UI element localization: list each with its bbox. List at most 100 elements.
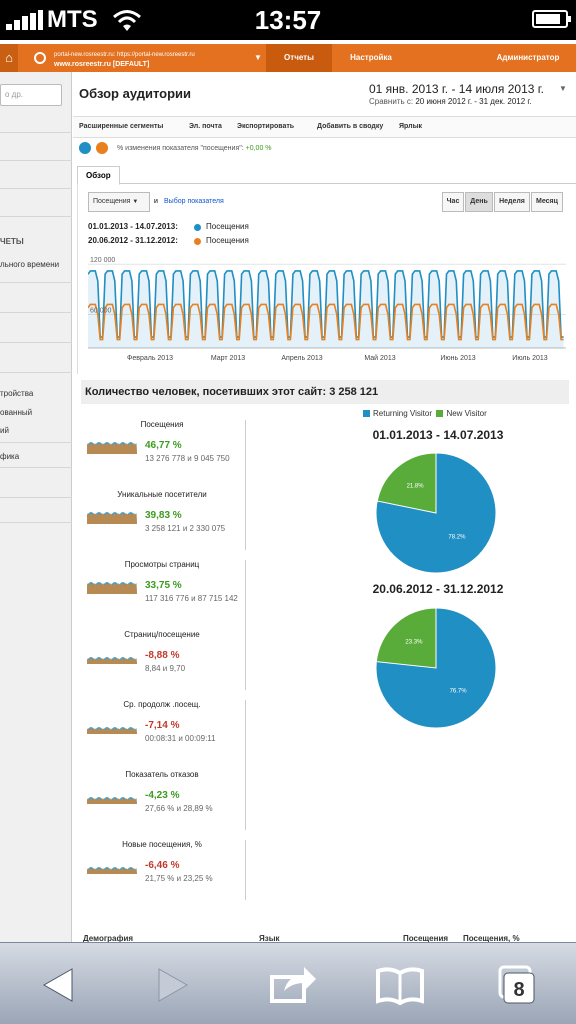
tabs-count: 8 — [513, 979, 524, 1001]
kpi-change: -8,88 % — [145, 650, 180, 661]
kpi-name: Показатель отказов — [125, 770, 199, 779]
segment-change-value: +0,00 % — [245, 145, 272, 152]
pie-chart-2[interactable]: 23.3% 76.7% — [373, 605, 499, 731]
pie-label-new: 23.3% — [405, 640, 423, 646]
legend-period-2: 20.06.2012 - 31.12.2012: — [88, 236, 178, 245]
chevron-down-icon[interactable]: ▼ — [559, 84, 567, 93]
bookmarks-icon[interactable] — [370, 961, 430, 1009]
kpi-sparkline — [87, 657, 137, 664]
pie-slice-new[interactable] — [376, 452, 437, 514]
visits-line-chart[interactable]: 120 000 60 000 Февраль 2013 Март 2013 Апрель… — [88, 256, 568, 370]
legend-series-2: Посещения — [194, 236, 249, 245]
kpi-change: -6,46 % — [145, 860, 180, 871]
kpi-values: 27,66 % и 28,89 % — [145, 804, 213, 813]
account-selector[interactable]: portal-new.rosreestr.ru: https://portal-… — [54, 51, 254, 70]
legend-period-1: 01.01.2013 - 14.07.2013: — [88, 222, 178, 231]
pie-slice-new[interactable] — [375, 607, 437, 669]
chevron-down-icon[interactable]: ▼ — [254, 53, 262, 62]
sidebar-section-reports: ЧЕТЫ — [0, 237, 24, 246]
kpi-sparkline — [87, 797, 137, 804]
pie-chart-1[interactable]: 21.8% 78.2% — [373, 450, 499, 576]
y-tick-label: 60 000 — [90, 307, 112, 314]
segment-orange-icon[interactable] — [96, 142, 108, 154]
kpi-sparkline — [87, 727, 137, 734]
divider — [0, 372, 72, 373]
tab-bar: Обзор — [77, 166, 576, 185]
compare-dates: 20 июня 2012 г. - 31 дек. 2012 г. — [415, 97, 532, 106]
battery-icon — [532, 10, 571, 28]
series-line[interactable] — [88, 303, 564, 341]
granularity-week[interactable]: Неделя — [494, 192, 530, 212]
share-icon[interactable] — [260, 961, 320, 1009]
divider — [245, 840, 246, 900]
tabs-icon[interactable]: 8 — [486, 961, 546, 1009]
divider — [0, 282, 72, 283]
legend-series-1: Посещения — [194, 222, 249, 231]
table-header-visits[interactable]: Посещения — [403, 934, 449, 943]
page-title: Обзор аудитории — [79, 86, 192, 101]
legend-swatch-new — [436, 410, 444, 417]
segment-change-text: % изменения показателя "посещения": +0,0… — [117, 145, 272, 152]
granularity-day[interactable]: День — [465, 192, 493, 212]
pie-title-1: 01.01.2013 - 14.07.2013 — [372, 428, 504, 442]
forward-icon[interactable] — [143, 961, 203, 1009]
chevron-down-icon: ▼ — [132, 199, 139, 205]
shortcut-button[interactable]: Ярлык — [399, 123, 423, 130]
select-metric-link[interactable]: Выбор показателя — [164, 198, 224, 205]
kpi-name: Уникальные посетители — [117, 490, 207, 499]
kpi-values: 8,84 и 9,70 — [145, 664, 186, 673]
advanced-segments-button[interactable]: Расширенные сегменты — [79, 123, 164, 130]
x-tick-label: Июль 2013 — [512, 355, 547, 362]
carrier: MTS — [47, 6, 98, 33]
series-line[interactable] — [88, 270, 564, 338]
kpi-sparkline — [87, 867, 137, 874]
nav-settings[interactable]: Настройка — [350, 53, 392, 62]
account-url: portal-new.rosreestr.ru: https://portal-… — [54, 52, 195, 58]
report-main: Обзор аудитории 01 янв. 2013 г. - 14 июл… — [73, 72, 576, 952]
kpi-name: Просмотры страниц — [124, 560, 200, 569]
divider — [0, 160, 72, 161]
date-range-picker[interactable]: 01 янв. 2013 г. - 14 июля 2013 г. — [369, 82, 545, 96]
table-header-language[interactable]: Язык — [259, 934, 280, 943]
segment-blue-icon[interactable] — [79, 142, 91, 154]
export-button[interactable]: Экспортировать — [237, 123, 295, 130]
granularity-hour[interactable]: Час — [442, 192, 464, 212]
sidebar-item-realtime[interactable]: льного времени — [0, 260, 60, 269]
granularity-month[interactable]: Месяц — [531, 192, 563, 212]
legend-row-2: 20.06.2012 - 31.12.2012: Посещения — [88, 236, 249, 245]
legend-returning: Returning Visitor — [373, 409, 432, 418]
tab-overview[interactable]: Обзор — [77, 166, 120, 185]
kpi-name: Страниц/посещение — [124, 630, 200, 639]
sidebar-item-devices[interactable]: тройства — [0, 389, 34, 398]
home-icon[interactable]: ⌂ — [0, 44, 18, 72]
clock: 13:57 — [254, 5, 322, 35]
sidebar-item-ii[interactable]: ий — [0, 426, 9, 435]
account-profile: www.rosreestr.ru [DEFAULT] — [54, 61, 150, 68]
sidebar-item-traffic[interactable]: фика — [0, 452, 20, 461]
and-label: и — [154, 198, 158, 205]
segment-summary: % изменения показателя "посещения": +0,0… — [79, 142, 379, 156]
metric-select[interactable]: Посещения ▼ — [88, 192, 150, 212]
sidebar: о др. ЧЕТЫ льного времени тройства ованн… — [0, 72, 72, 952]
email-button[interactable]: Эл. почта — [189, 123, 222, 130]
report-toolbar: Расширенные сегменты Эл. почта Экспортир… — [73, 116, 576, 138]
metric-select-value: Посещения — [93, 198, 131, 205]
ga-header: ⌂ portal-new.rosreestr.ru: https://porta… — [0, 44, 576, 72]
wifi-icon — [113, 10, 141, 31]
nav-admin[interactable]: Администратор — [496, 53, 560, 62]
divider — [0, 522, 72, 523]
legend-row-1: 01.01.2013 - 14.07.2013: Посещения — [88, 222, 249, 231]
back-icon[interactable] — [28, 961, 88, 1009]
sidebar-item-custom[interactable]: ованный — [0, 408, 33, 417]
sidebar-search-input[interactable]: о др. — [0, 84, 62, 106]
nav-reports[interactable]: Отчеты — [266, 44, 332, 72]
pie-label-returning: 76.7% — [450, 689, 468, 695]
add-to-dashboard-button[interactable]: Добавить в сводку — [317, 123, 384, 130]
legend-new: New Visitor — [446, 409, 487, 418]
x-tick-label: Май 2013 — [364, 354, 395, 362]
kpi-change: 33,75 % — [145, 580, 182, 591]
table-header-visits-pct[interactable]: Посещения, % — [463, 934, 520, 943]
kpi-sparkline — [87, 582, 137, 594]
table-header-demography[interactable]: Демография — [83, 934, 134, 943]
